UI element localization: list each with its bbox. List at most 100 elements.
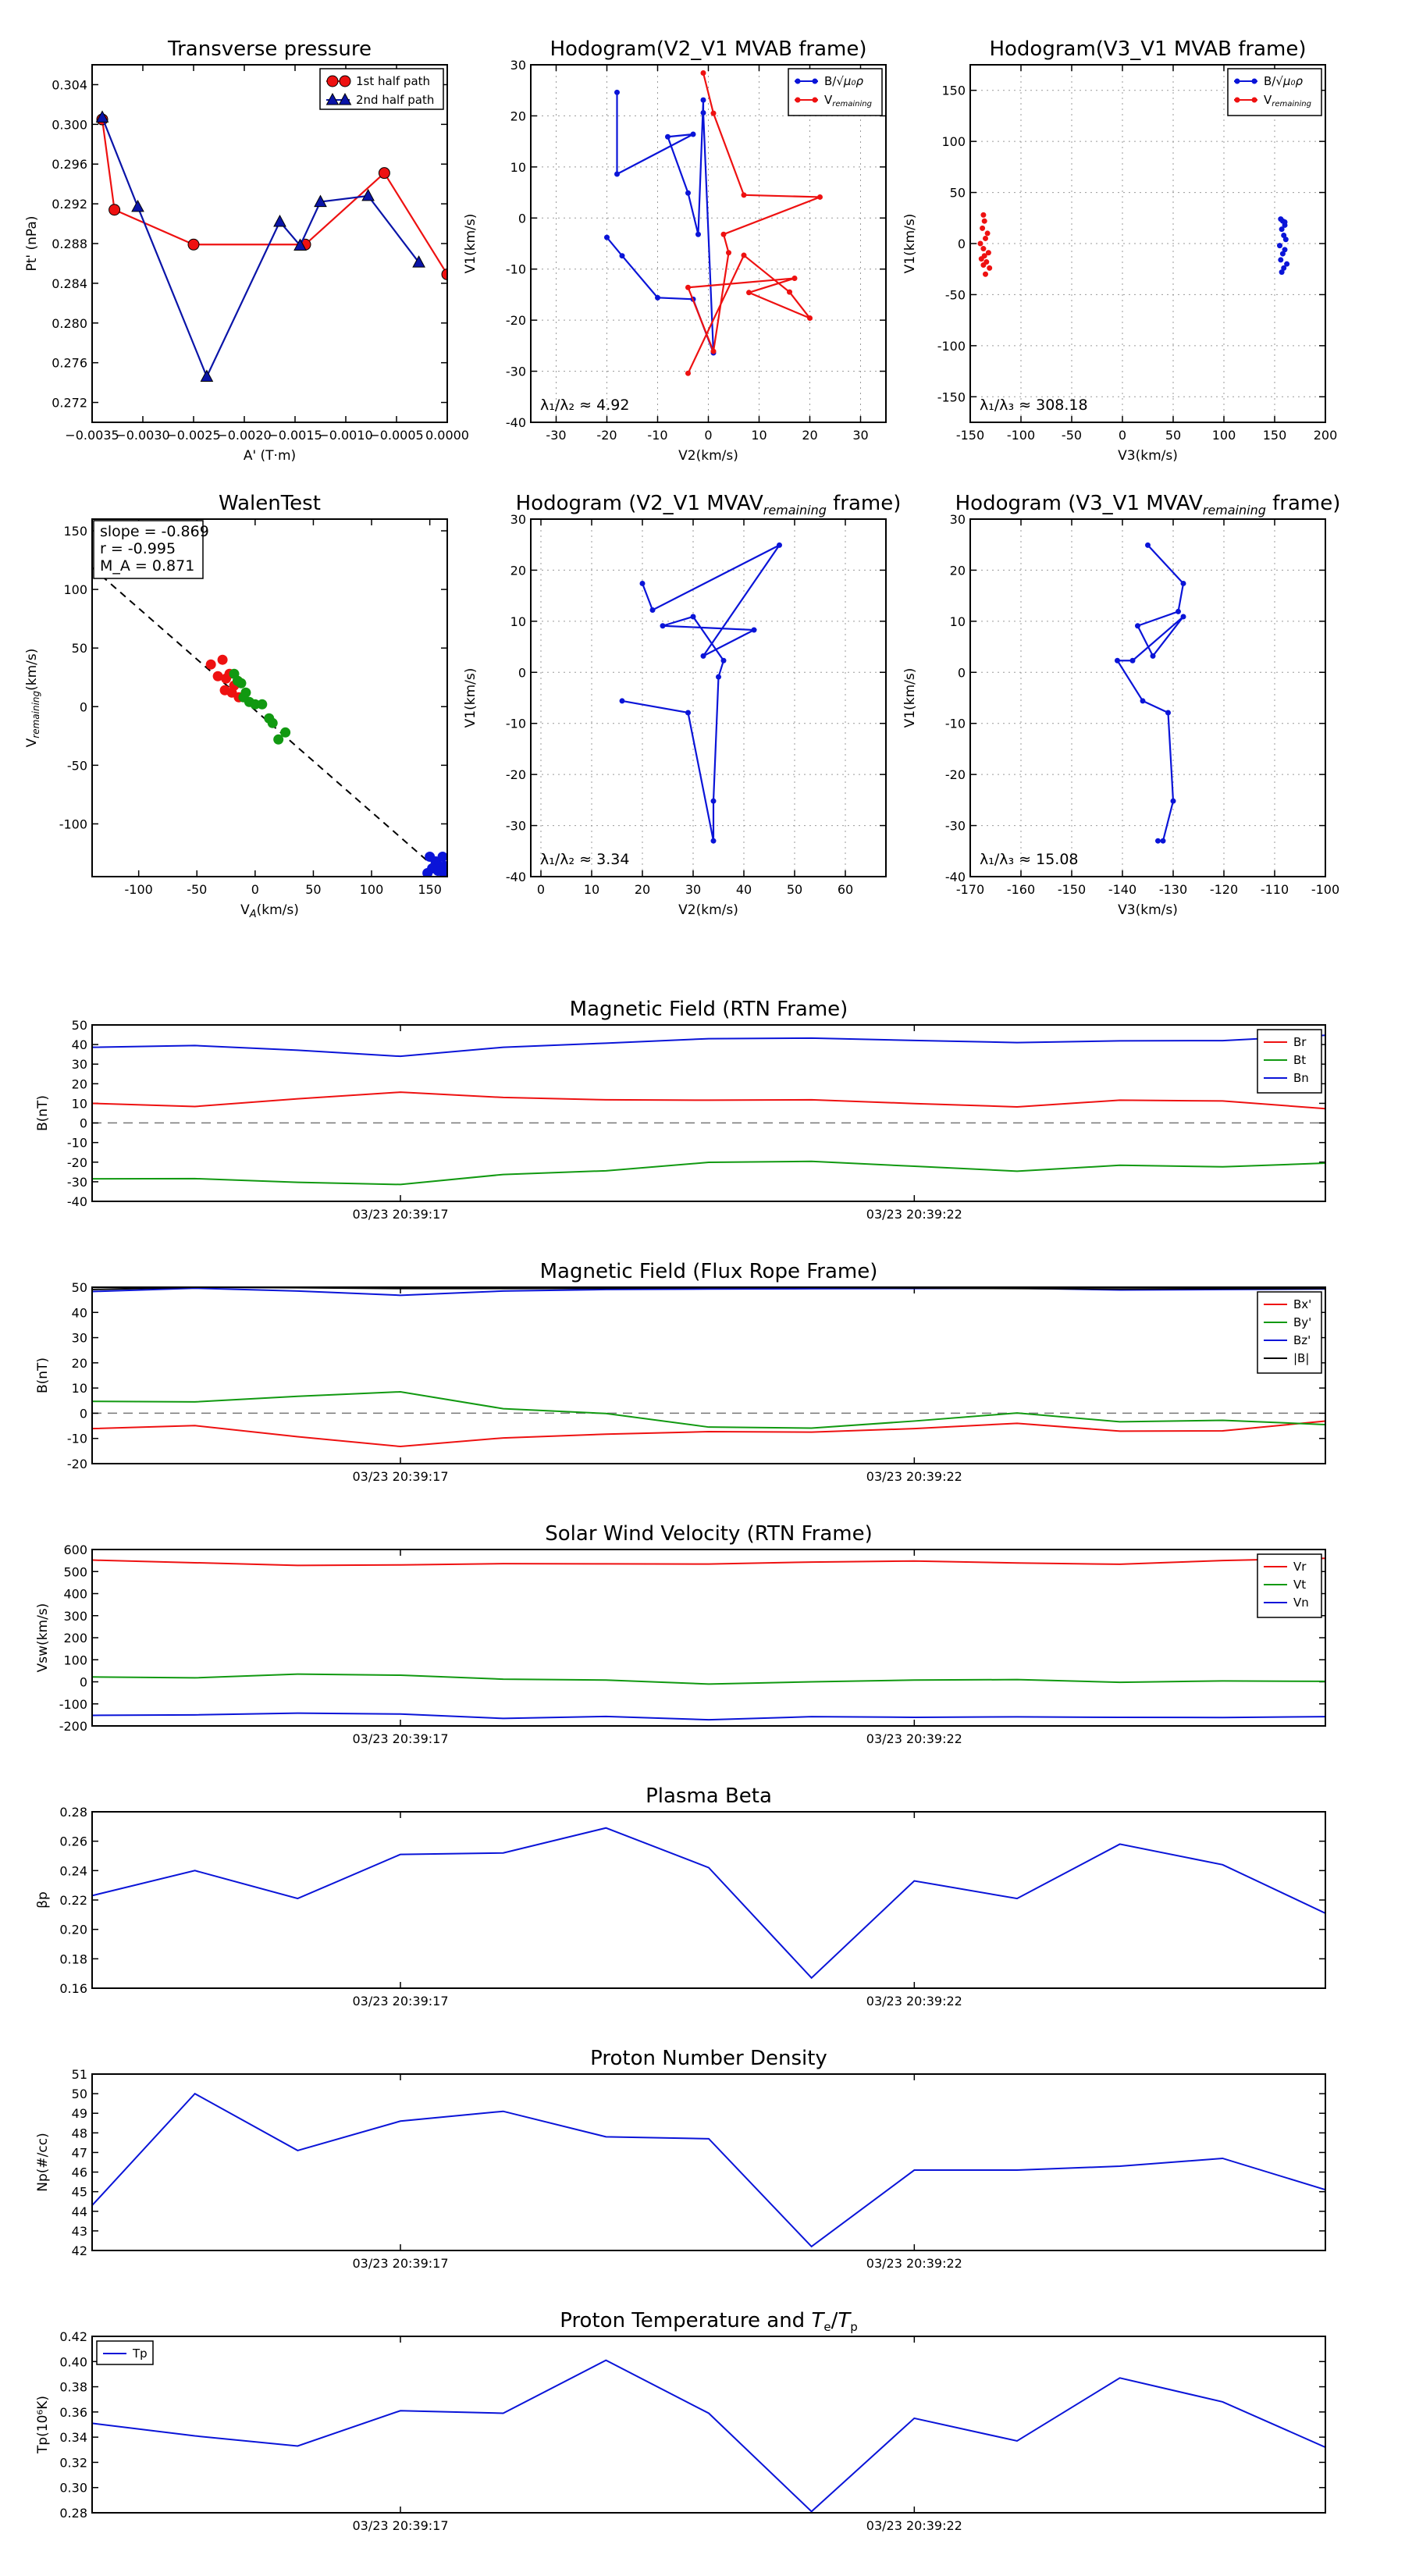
y-tick-label: 0.272 (52, 396, 87, 411)
x-tick-label: 03/23 20:39:17 (352, 1469, 448, 1484)
series-line-beta (92, 1827, 1325, 1980)
y-axis-label: βp (35, 1891, 51, 1909)
data-point (437, 851, 447, 862)
y-tick-label: -40 (506, 870, 526, 884)
legend: Vr Vt Vn (1257, 1553, 1322, 1618)
y-tick-label: 0.288 (52, 237, 87, 251)
y-tick-label: -30 (506, 365, 526, 379)
legend-label: Bt (1293, 1053, 1306, 1067)
y-tick-label: 40 (72, 1037, 87, 1052)
legend-marker (339, 75, 351, 87)
x-axis-label: A' (T·m) (244, 448, 296, 464)
x-tick-label: 50 (1165, 428, 1181, 443)
y-tick-label: -20 (67, 1457, 87, 1471)
x-tick-label: 200 (1314, 428, 1338, 443)
plot-area (92, 1287, 1325, 1448)
data-point (131, 199, 144, 212)
data-point (690, 614, 696, 620)
series-line-Vt (92, 1673, 1325, 1685)
data-point (807, 315, 813, 322)
x-tick-label: 03/23 20:39:22 (866, 2256, 962, 2271)
chart-title: Transverse pressure (167, 37, 372, 61)
plot-frame (530, 518, 887, 877)
y-axis-label: B(nT) (35, 1357, 51, 1393)
plot-frame (91, 1286, 1326, 1464)
x-tick-label: -140 (1108, 882, 1136, 897)
y-tick-label: 20 (510, 563, 526, 578)
data-point (200, 369, 214, 382)
x-tick-label: −0.0025 (166, 428, 220, 443)
legend-label: Vn (1293, 1596, 1309, 1610)
legend-item: B/√μ₀ρ (1234, 74, 1303, 88)
x-axis-label: V2(km/s) (678, 902, 738, 918)
y-axis-label: Vremaining(km/s) (24, 649, 41, 748)
x-tick-label: -100 (1007, 428, 1035, 443)
legend-item: Vr (1264, 1560, 1307, 1574)
y-tick-label: 30 (72, 1331, 87, 1346)
legend-label: B/√μ₀ρ (824, 74, 863, 88)
data-point (1165, 710, 1171, 716)
y-tick-label: 0.24 (59, 1863, 87, 1878)
data-point (700, 97, 706, 103)
y-tick-label: 0.38 (59, 2380, 87, 2395)
series-line-2nd half path (101, 117, 420, 379)
y-tick-label: 20 (72, 1076, 87, 1091)
data-point (665, 133, 670, 140)
data-point (95, 110, 109, 123)
y-tick-label: -200 (59, 1719, 87, 1734)
y-tick-label: 0.42 (59, 2329, 87, 2344)
legend-marker (326, 75, 339, 87)
data-point (614, 171, 620, 177)
y-tick-label: -100 (937, 339, 966, 354)
data-point (1279, 226, 1285, 233)
series-line-1st half path (101, 119, 447, 276)
x-tick-label: -50 (187, 882, 207, 897)
y-tick-label: 50 (72, 2087, 87, 2101)
data-point (987, 265, 993, 271)
y-tick-label: 400 (63, 1587, 87, 1602)
y-tick-label: 10 (950, 614, 966, 629)
y-tick-label: -50 (945, 287, 966, 302)
y-tick-label: -30 (67, 1175, 87, 1190)
y-tick-label: 46 (72, 2165, 87, 2180)
data-point (1278, 257, 1284, 263)
fit-line (92, 567, 447, 877)
legend-item: 1st half path (326, 74, 430, 88)
data-point (1282, 237, 1289, 243)
y-tick-label: -40 (506, 415, 526, 430)
stats-line: M_A = 0.871 (100, 557, 194, 575)
y-tick-label: 0.296 (52, 157, 87, 172)
chart-title: Hodogram(V3_V1 MVAB frame) (989, 37, 1306, 61)
panel-h4: Hodogram (V3_V1 MVAVremaining frame)-40-… (902, 492, 1340, 918)
plot-area (604, 69, 823, 376)
x-tick-label: 0 (704, 428, 712, 443)
y-tick-label: 0.36 (59, 2405, 87, 2420)
series-line-Bt (92, 1160, 1325, 1186)
x-tick-label: -170 (956, 882, 984, 897)
legend-item: By' (1264, 1315, 1311, 1329)
y-tick-label: 0.276 (52, 356, 87, 371)
data-point (217, 654, 228, 665)
data-point (710, 798, 717, 804)
y-tick-label: -10 (67, 1432, 87, 1446)
legend: Bx' By' Bz' |B| (1257, 1291, 1322, 1374)
panel-vsw: Solar Wind Velocity (RTN Frame) -200 -100 0… (35, 1522, 1326, 1746)
x-tick-label: 150 (418, 882, 442, 897)
panel-beta: Plasma Beta 0.16 0.18 0.20 0.22 0.24 0.26 0.28 0… (35, 1784, 1326, 2008)
data-point (741, 252, 747, 258)
x-axis-label: V3(km/s) (1118, 902, 1178, 918)
series-line-V_remaining (686, 73, 820, 374)
x-tick-label: −0.0005 (369, 428, 423, 443)
ratio-annotation: λ₁/λ₃ ≈ 308.18 (980, 397, 1088, 414)
y-tick-label: 0.30 (59, 2481, 87, 2496)
data-point (1129, 657, 1136, 664)
data-point (1170, 798, 1176, 804)
plot-frame (91, 1811, 1326, 1989)
y-tick-label: -20 (945, 767, 966, 782)
y-tick-label: 0 (80, 1675, 87, 1690)
x-tick-label: −0.0030 (116, 428, 169, 443)
data-point (267, 717, 278, 728)
y-tick-label: 0 (518, 665, 526, 680)
y-tick-label: 0.34 (59, 2430, 87, 2445)
plot-area (92, 1034, 1325, 1186)
